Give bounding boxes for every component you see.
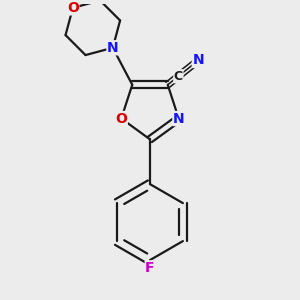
Text: F: F bbox=[145, 261, 155, 275]
Text: N: N bbox=[192, 53, 204, 68]
Text: O: O bbox=[116, 112, 127, 125]
Text: N: N bbox=[107, 41, 118, 55]
Text: C: C bbox=[174, 70, 183, 83]
Text: N: N bbox=[173, 112, 184, 125]
Text: O: O bbox=[67, 1, 79, 15]
